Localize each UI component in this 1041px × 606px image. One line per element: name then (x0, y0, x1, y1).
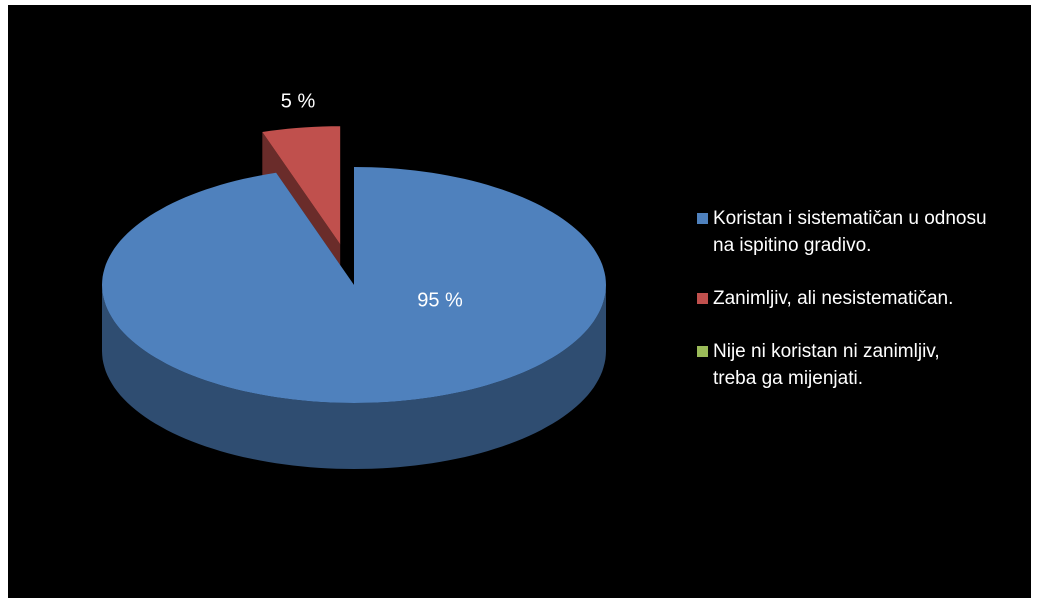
slice-side (102, 285, 606, 469)
legend-swatch (697, 213, 708, 224)
legend-label: Koristan i sistematičan u odnosu na ispi… (713, 208, 987, 256)
legend-label: Zanimljiv, ali nesistematičan. (713, 288, 954, 309)
data-label: 5 % (281, 90, 316, 112)
legend-label: Nije ni koristan ni zanimljiv, treba ga … (713, 341, 940, 389)
legend-entry: Zanimljiv, ali nesistematičan. (697, 285, 987, 312)
legend-swatch (697, 293, 708, 304)
slice (262, 126, 341, 245)
slice (102, 167, 606, 403)
chart-area: 95 % 5 % Koristan i sistematičan u odnosu… (8, 5, 1031, 598)
legend: Koristan i sistematičan u odnosu na ispi… (697, 205, 987, 418)
legend-entry: Nije ni koristan ni zanimljiv, treba ga … (697, 338, 987, 392)
chart: 95 % 5 % (102, 90, 606, 469)
legend-entry: Koristan i sistematičan u odnosu na ispi… (697, 205, 987, 259)
legend-swatch (697, 346, 708, 357)
data-label: 95 % (417, 289, 463, 311)
